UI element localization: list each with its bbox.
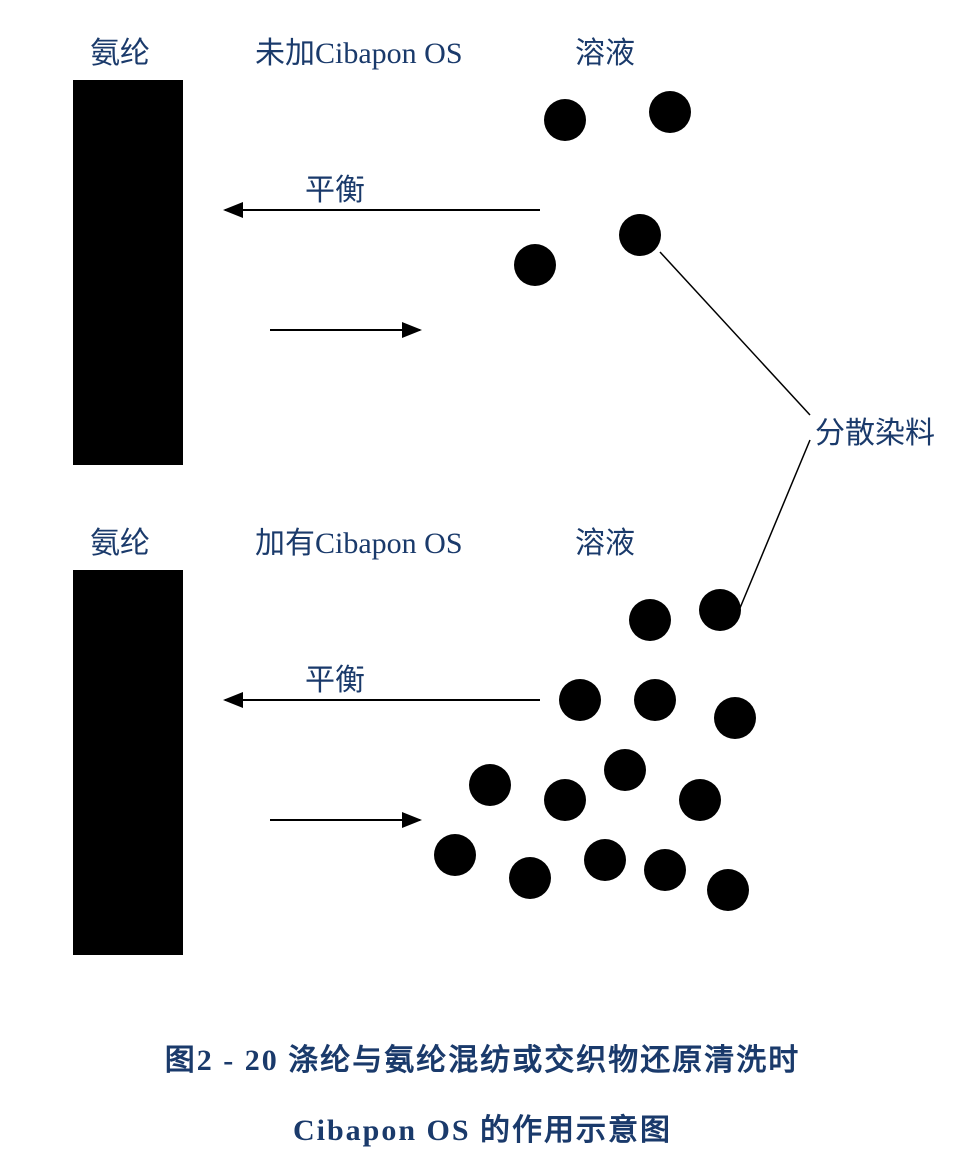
caption-line2: Cibapon OS 的作用示意图 bbox=[50, 1105, 915, 1149]
label-top-fiber: 氨纶 bbox=[90, 28, 150, 72]
dye-particle bbox=[707, 869, 749, 911]
dye-particle bbox=[469, 764, 511, 806]
connector-line-1 bbox=[660, 252, 810, 415]
dye-particle bbox=[544, 779, 586, 821]
caption-line1: 图2 - 20 涤纶与氨纶混纺或交织物还原清洗时 bbox=[50, 1035, 915, 1079]
dye-particle bbox=[514, 244, 556, 286]
dye-particle bbox=[629, 599, 671, 641]
label-top-solution: 溶液 bbox=[575, 28, 635, 72]
connector-line-2 bbox=[740, 440, 810, 608]
label-disperse-dye: 分散染料 bbox=[815, 408, 935, 452]
dye-particle bbox=[544, 99, 586, 141]
label-bottom-condition: 加有Cibapon OS bbox=[255, 518, 463, 562]
dye-particle bbox=[509, 857, 551, 899]
dye-particle bbox=[649, 91, 691, 133]
dye-particle bbox=[584, 839, 626, 881]
label-bottom-solution: 溶液 bbox=[575, 518, 635, 562]
label-bottom-equilibrium: 平衡 bbox=[305, 655, 365, 699]
diagram-root: 氨纶 未加Cibapon OS 溶液 平衡 分散染料 氨纶 加有Cibapon … bbox=[0, 0, 965, 1166]
label-top-condition: 未加Cibapon OS bbox=[255, 28, 463, 72]
dye-particle bbox=[644, 849, 686, 891]
dye-particle bbox=[559, 679, 601, 721]
rect-bottom-fiber bbox=[73, 570, 183, 955]
dye-particle bbox=[699, 589, 741, 631]
label-bottom-fiber: 氨纶 bbox=[90, 518, 150, 562]
dye-particle bbox=[714, 697, 756, 739]
dye-particle bbox=[619, 214, 661, 256]
dye-particle bbox=[604, 749, 646, 791]
rect-top-fiber bbox=[73, 80, 183, 465]
dye-particle bbox=[634, 679, 676, 721]
label-top-equilibrium: 平衡 bbox=[305, 165, 365, 209]
dye-particle bbox=[434, 834, 476, 876]
dye-particle bbox=[679, 779, 721, 821]
